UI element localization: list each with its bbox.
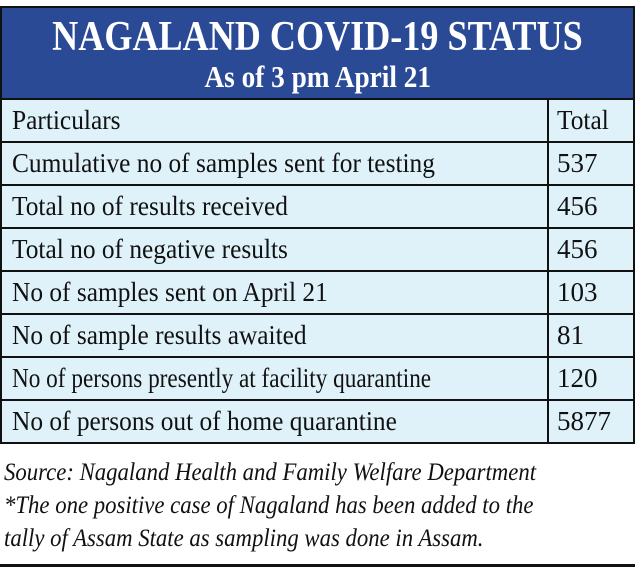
status-table-box: NAGALAND COVID-19 STATUS As of 3 pm Apri…	[0, 6, 635, 444]
row-value: 5877	[547, 399, 633, 442]
footer-notes: Source: Nagaland Health and Family Welfa…	[4, 456, 634, 555]
source-note: Source: Nagaland Health and Family Welfa…	[4, 459, 537, 486]
subtitle-text: As of 3 pm April 21	[204, 59, 431, 94]
row-label-text: Total no of negative results	[12, 234, 288, 264]
footnote-line-1: *The one positive case of Nagaland has b…	[4, 492, 534, 519]
table-row: No of persons presently at facility quar…	[2, 356, 633, 400]
table-row: Cumulative no of samples sent for testin…	[2, 141, 633, 185]
column-header-particulars: Particulars	[2, 100, 548, 142]
row-label: No of sample results awaited	[2, 313, 548, 357]
row-value: 81	[547, 313, 633, 357]
table-row: Total no of negative results 456	[2, 227, 633, 271]
column-header-total: Total	[547, 100, 633, 142]
row-label: Cumulative no of samples sent for testin…	[2, 141, 548, 185]
row-label: Total no of results received	[2, 184, 548, 228]
row-label-text: No of persons out of home quarantine	[12, 406, 397, 436]
row-label-text: No of samples sent on April 21	[12, 277, 328, 307]
table-row: No of sample results awaited 81	[2, 313, 633, 357]
row-label: Total no of negative results	[2, 227, 548, 271]
table-header-row: Particulars Total	[2, 100, 633, 142]
page-title: NAGALAND COVID-19 STATUS	[52, 14, 583, 60]
page-subtitle: As of 3 pm April 21	[2, 60, 633, 94]
row-label-text: No of sample results awaited	[12, 320, 307, 350]
row-value: 537	[547, 141, 633, 185]
bottom-rule-divider	[0, 564, 635, 567]
status-table: Particulars Total Cumulative no of sampl…	[2, 100, 633, 442]
row-label: No of samples sent on April 21	[2, 270, 548, 314]
header-banner: NAGALAND COVID-19 STATUS As of 3 pm Apri…	[2, 8, 633, 100]
row-label-text: No of persons presently at facility quar…	[12, 363, 432, 393]
column-header-text: Total	[557, 105, 609, 135]
table-row: No of persons out of home quarantine 587…	[2, 399, 633, 442]
row-value: 456	[547, 184, 633, 228]
row-value: 120	[547, 356, 633, 400]
table-row: Total no of results received 456	[2, 184, 633, 228]
row-value: 456	[547, 227, 633, 271]
row-label: No of persons presently at facility quar…	[2, 356, 548, 400]
column-header-text: Particulars	[12, 105, 121, 135]
row-value: 103	[547, 270, 633, 314]
row-label-text: Cumulative no of samples sent for testin…	[12, 148, 435, 178]
footnote-line-2: tally of Assam State as sampling was don…	[4, 525, 484, 552]
table-row: No of samples sent on April 21 103	[2, 270, 633, 314]
row-label-text: Total no of results received	[12, 191, 288, 221]
row-label: No of persons out of home quarantine	[2, 399, 548, 442]
